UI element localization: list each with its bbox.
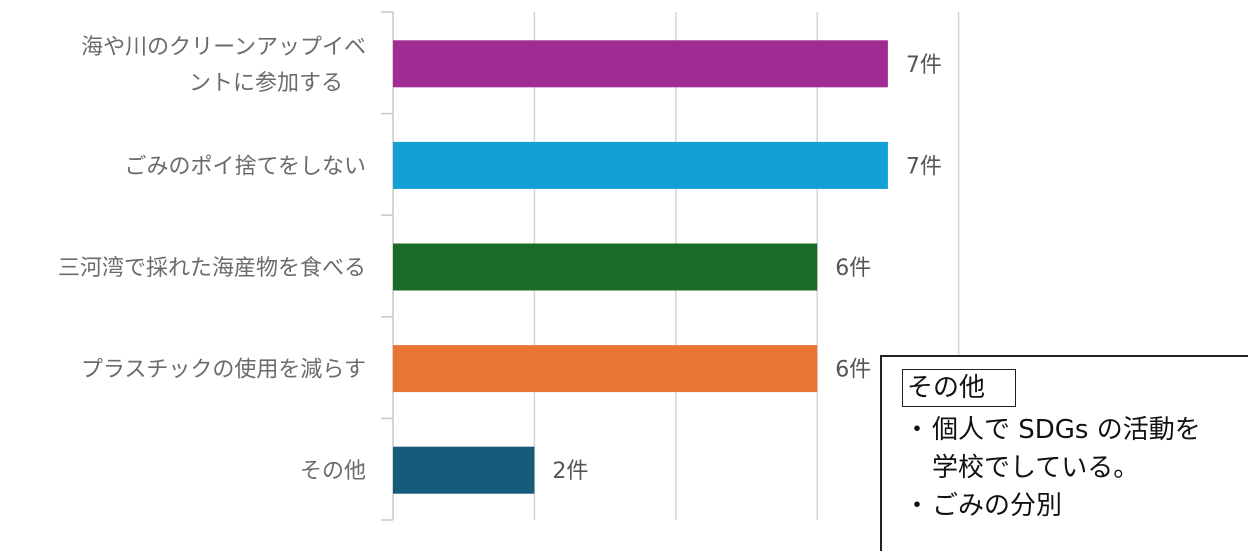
note-bullet: ・: [904, 415, 931, 445]
note-bullet: ・: [904, 491, 931, 521]
bar: [393, 345, 818, 393]
note-item: ・ 個人で SDGs の活動を 学校でしている。: [904, 411, 1201, 487]
bar: [393, 40, 888, 88]
bars: [393, 40, 888, 494]
data-label: 6件: [835, 358, 871, 383]
category-label: 海や川のクリーンアップイベントに参加する: [81, 35, 366, 96]
bar: [393, 446, 535, 494]
note-item-line: 学校でしている。: [932, 453, 1140, 483]
data-label: 7件: [906, 53, 942, 78]
note-title: その他: [902, 369, 1017, 407]
note-list: ・ 個人で SDGs の活動を 学校でしている。 ・ ごみの分別: [904, 411, 1201, 525]
category-label: 三河湾で採れた海産物を食べる: [58, 256, 366, 281]
value-labels: 7件 7件 6件 6件 2件: [552, 53, 942, 484]
note-item-line: ごみの分別: [932, 491, 1063, 521]
data-label: 2件: [552, 459, 588, 484]
bar: [393, 243, 818, 291]
note-box: その他 ・ 個人で SDGs の活動を 学校でしている。 ・ ごみの分別: [880, 355, 1248, 551]
category-label: その他: [300, 459, 366, 484]
category-label: ごみのポイ捨てをしない: [124, 154, 366, 179]
category-label: プラスチックの使用を減らす: [81, 358, 366, 383]
note-item: ・ ごみの分別: [904, 487, 1201, 525]
bar: [393, 141, 888, 189]
category-labels: 海や川のクリーンアップイベントに参加するごみのポイ捨てをしない三河湾で採れた海産…: [58, 35, 366, 484]
note-item-line: 個人で SDGs の活動を: [932, 415, 1201, 445]
data-label: 7件: [906, 154, 942, 179]
data-label: 6件: [835, 256, 871, 281]
